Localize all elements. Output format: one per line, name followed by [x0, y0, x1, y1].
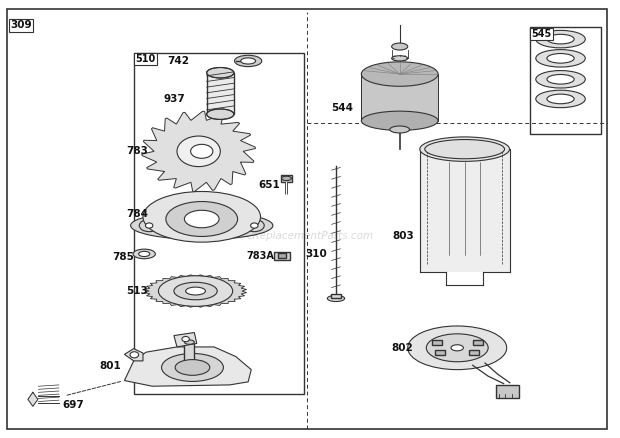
Text: 510: 510: [136, 54, 156, 64]
Ellipse shape: [143, 191, 260, 242]
Bar: [529, 27, 601, 134]
Text: 937: 937: [163, 94, 185, 104]
Ellipse shape: [536, 49, 585, 67]
Circle shape: [250, 223, 258, 228]
Text: 783A: 783A: [246, 251, 274, 261]
Ellipse shape: [427, 334, 488, 362]
Text: 513: 513: [126, 286, 148, 296]
Ellipse shape: [420, 137, 510, 161]
Ellipse shape: [408, 326, 507, 370]
Bar: [331, 294, 341, 298]
Bar: [472, 340, 482, 345]
Bar: [184, 342, 194, 367]
Text: eReplacementParts.com: eReplacementParts.com: [246, 231, 374, 241]
Bar: [206, 73, 234, 114]
Ellipse shape: [184, 340, 194, 344]
Ellipse shape: [241, 58, 255, 64]
Circle shape: [182, 336, 189, 342]
Bar: [432, 340, 442, 345]
Ellipse shape: [281, 176, 291, 180]
Ellipse shape: [184, 210, 219, 228]
Text: 544: 544: [331, 102, 353, 113]
Ellipse shape: [547, 34, 574, 44]
Polygon shape: [125, 349, 143, 361]
Text: 651: 651: [259, 180, 280, 190]
Ellipse shape: [166, 201, 237, 237]
Polygon shape: [28, 392, 38, 406]
Text: 784: 784: [126, 209, 148, 219]
Ellipse shape: [234, 55, 262, 67]
Polygon shape: [174, 332, 197, 347]
Text: 697: 697: [63, 400, 84, 410]
Text: 803: 803: [392, 231, 414, 241]
Ellipse shape: [451, 345, 463, 351]
Bar: [278, 254, 286, 258]
Ellipse shape: [131, 212, 273, 240]
Bar: [435, 350, 445, 355]
Ellipse shape: [547, 74, 574, 84]
Ellipse shape: [547, 53, 574, 63]
Ellipse shape: [159, 276, 232, 306]
Bar: [420, 149, 510, 272]
Polygon shape: [125, 347, 251, 386]
Ellipse shape: [425, 140, 505, 159]
Bar: [361, 74, 438, 121]
Polygon shape: [144, 275, 247, 307]
Ellipse shape: [536, 30, 585, 48]
Ellipse shape: [185, 287, 205, 295]
Ellipse shape: [175, 360, 210, 375]
Text: 310: 310: [305, 249, 327, 259]
Text: 309: 309: [10, 20, 32, 30]
Ellipse shape: [206, 67, 234, 78]
Bar: [495, 385, 519, 398]
Ellipse shape: [139, 251, 150, 257]
Ellipse shape: [392, 43, 408, 50]
Text: 783: 783: [126, 146, 148, 156]
Ellipse shape: [547, 94, 574, 104]
Ellipse shape: [140, 219, 159, 232]
Ellipse shape: [361, 111, 438, 131]
Polygon shape: [142, 111, 255, 191]
Ellipse shape: [361, 62, 438, 86]
Text: 802: 802: [391, 343, 413, 353]
Bar: [469, 350, 479, 355]
Ellipse shape: [206, 109, 234, 120]
Text: 801: 801: [100, 361, 122, 371]
Ellipse shape: [536, 90, 585, 108]
Circle shape: [146, 223, 153, 228]
Circle shape: [130, 352, 139, 358]
Text: 785: 785: [112, 252, 134, 262]
Ellipse shape: [536, 71, 585, 88]
Text: 742: 742: [167, 56, 189, 66]
Ellipse shape: [244, 219, 264, 232]
Bar: [390, 119, 410, 130]
Text: 545: 545: [531, 29, 552, 39]
Ellipse shape: [392, 56, 408, 61]
Ellipse shape: [390, 126, 410, 133]
Ellipse shape: [327, 295, 345, 301]
Ellipse shape: [133, 249, 156, 259]
Bar: [274, 252, 290, 260]
Ellipse shape: [190, 145, 213, 158]
Ellipse shape: [177, 136, 220, 166]
Ellipse shape: [162, 353, 223, 381]
Bar: [134, 53, 304, 394]
Bar: [281, 175, 292, 182]
Ellipse shape: [174, 283, 217, 300]
